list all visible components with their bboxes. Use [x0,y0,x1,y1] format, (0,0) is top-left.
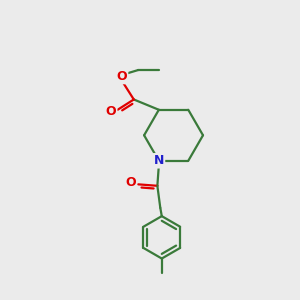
Text: O: O [106,105,116,118]
Text: O: O [125,176,136,189]
Text: N: N [154,154,164,167]
Text: O: O [117,70,127,83]
